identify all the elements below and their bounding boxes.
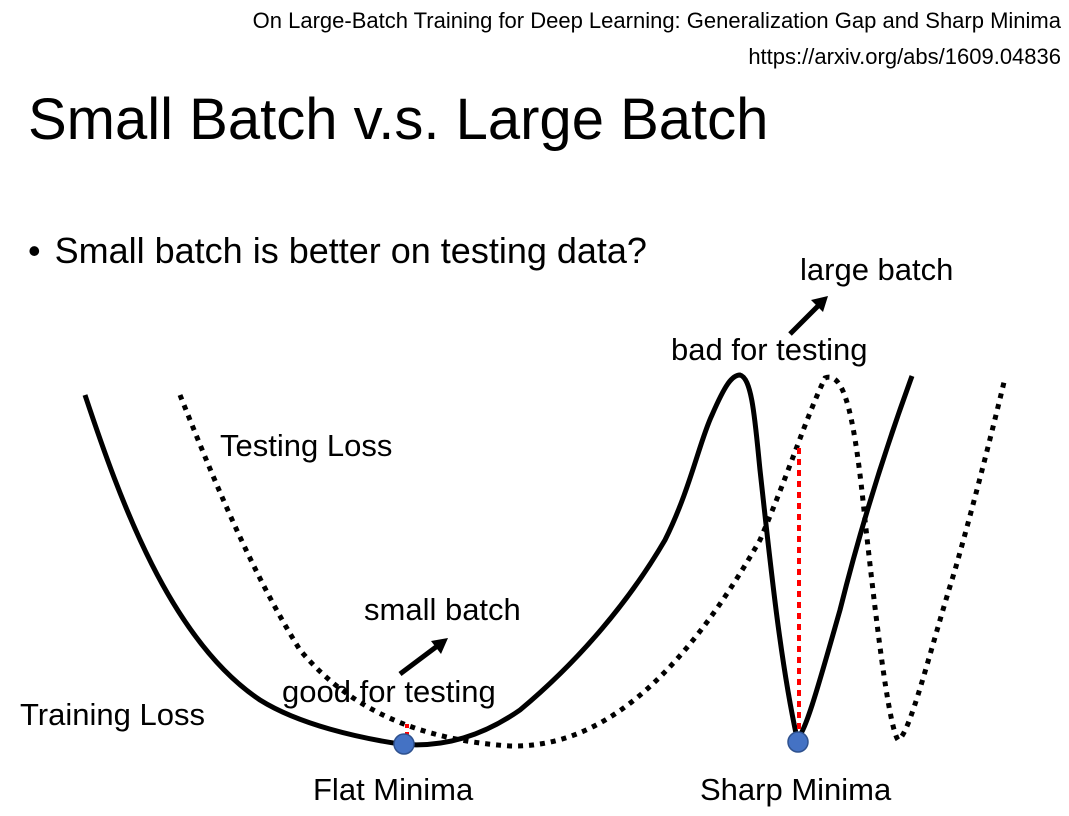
flat-minima-label: Flat Minima <box>313 772 474 807</box>
paper-title-reference: On Large-Batch Training for Deep Learnin… <box>252 8 1061 33</box>
bad-for-testing-label: bad for testing <box>671 332 868 367</box>
small-batch-arrow <box>398 638 448 676</box>
flat-minima-point <box>393 733 415 755</box>
paper-url[interactable]: https://arxiv.org/abs/1609.04836 <box>748 44 1061 69</box>
training-loss-label: Training Loss <box>20 697 205 732</box>
large-batch-label: large batch <box>800 252 954 287</box>
bullet-text: Small batch is better on testing data? <box>54 230 647 271</box>
sharp-minima-label: Sharp Minima <box>700 772 892 807</box>
sharp-minima-point <box>787 731 809 753</box>
large-batch-arrow <box>788 296 828 336</box>
testing-loss-curve <box>177 374 1008 749</box>
testing-loss-label: Testing Loss <box>220 428 393 463</box>
bullet-dot-icon: • <box>28 230 41 271</box>
good-for-testing-label: good for testing <box>282 674 496 709</box>
slide-title: Small Batch v.s. Large Batch <box>28 87 769 152</box>
bullet-item: • Small batch is better on testing data? <box>28 230 647 272</box>
training-loss-curve <box>82 372 915 748</box>
small-batch-label: small batch <box>364 592 521 627</box>
